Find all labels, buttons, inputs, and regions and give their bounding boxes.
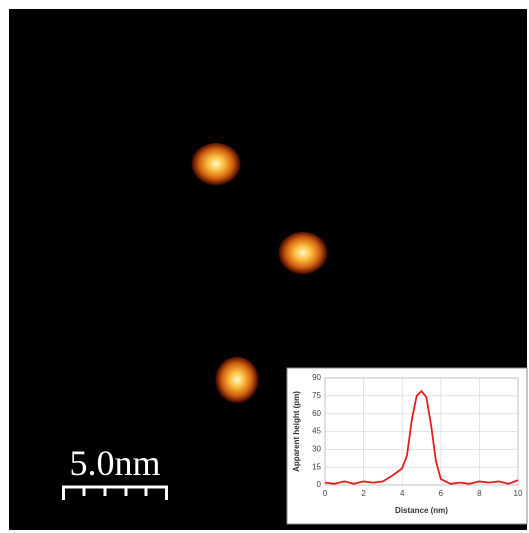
y-tick-label: 45 xyxy=(312,427,321,436)
y-tick-label: 15 xyxy=(312,462,321,471)
y-tick-label: 30 xyxy=(312,444,321,453)
y-tick-label: 60 xyxy=(312,409,321,418)
x-tick-label: 0 xyxy=(323,489,328,498)
scale-bar xyxy=(62,485,168,500)
profile-line xyxy=(324,390,519,485)
x-tick-label: 10 xyxy=(514,489,523,498)
x-tick-label: 4 xyxy=(400,489,405,498)
y-axis-label: Apparent height (pm) xyxy=(292,391,301,472)
x-axis-label: Distance (nm) xyxy=(395,506,448,515)
y-tick-label: 90 xyxy=(312,373,321,382)
scale-label: 5.0nm xyxy=(69,443,160,483)
y-tick-label: 75 xyxy=(312,391,321,400)
molecule xyxy=(190,143,242,189)
molecule xyxy=(214,357,260,407)
inset-panel xyxy=(286,367,528,525)
x-tick-label: 2 xyxy=(361,489,366,498)
x-tick-label: 8 xyxy=(477,489,482,498)
y-tick-label: 0 xyxy=(317,480,322,489)
x-tick-label: 6 xyxy=(439,489,444,498)
molecule xyxy=(277,232,329,278)
plot-frame xyxy=(324,377,519,486)
